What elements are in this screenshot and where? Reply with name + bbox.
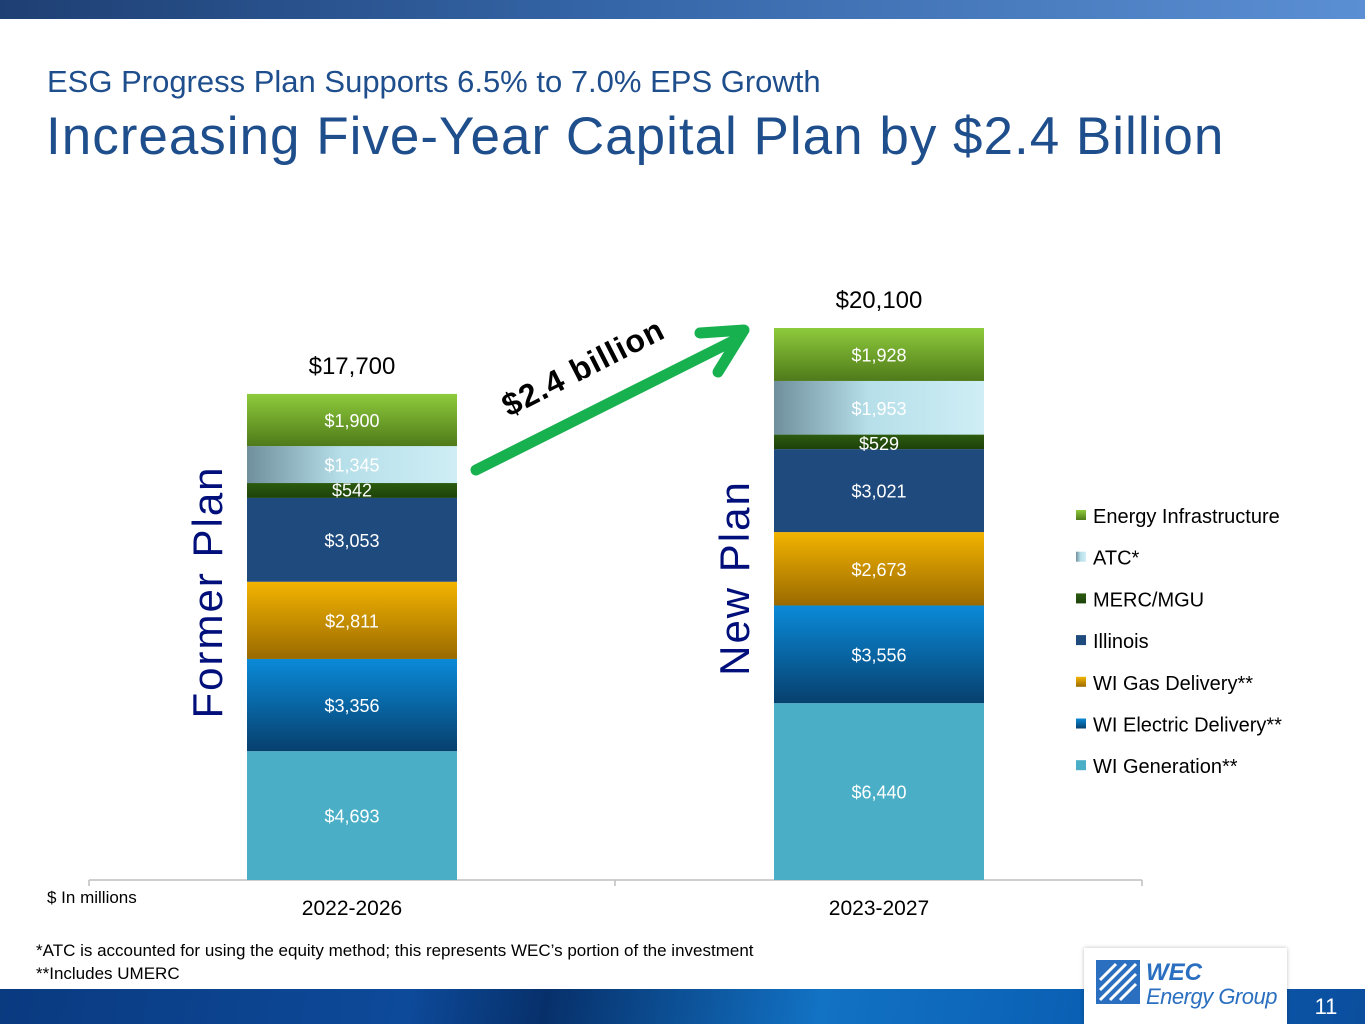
- data-label: $3,021: [851, 482, 906, 502]
- bar-segment: [247, 446, 457, 484]
- legend-label: ATC*: [1093, 548, 1140, 570]
- bar-segment: [774, 380, 984, 435]
- data-label: $542: [332, 480, 372, 500]
- logo-text-wec: WEC: [1146, 959, 1202, 986]
- data-label: $3,556: [851, 645, 906, 665]
- data-label: $4,693: [324, 807, 379, 827]
- data-label: $529: [859, 434, 899, 454]
- legend-swatch: [1076, 760, 1086, 771]
- wec-logo-mark-icon: [1096, 960, 1140, 1004]
- x-tick-label: 2023-2027: [829, 897, 929, 920]
- bar-segment: [774, 532, 984, 606]
- data-label: $6,440: [851, 783, 906, 803]
- bar-segment: [774, 703, 984, 880]
- legend-label: Energy Infrastructure: [1093, 506, 1280, 528]
- footnote-umerc: **Includes UMERC: [36, 964, 180, 983]
- footnotes: *ATC is accounted for using the equity m…: [36, 939, 754, 985]
- legend-swatch: [1076, 551, 1086, 562]
- data-label: $1,953: [851, 399, 906, 419]
- total-label: $17,700: [309, 353, 396, 380]
- data-label: $1,900: [324, 411, 379, 431]
- wec-logo: WEC Energy Group: [1084, 948, 1287, 1024]
- bar-segment: [247, 483, 457, 498]
- data-label: $3,053: [324, 531, 379, 551]
- plan-side-label: Former Plan: [184, 465, 231, 718]
- legend-label: MERC/MGU: [1093, 589, 1204, 611]
- bar-segment: [247, 751, 457, 880]
- bar-segment: [247, 581, 457, 659]
- slide-title: Increasing Five-Year Capital Plan by $2.…: [46, 107, 1225, 166]
- legend-swatch: [1076, 593, 1086, 604]
- footnote-atc: *ATC is accounted for using the equity m…: [36, 941, 754, 960]
- x-tick-label: 2022-2026: [302, 897, 402, 920]
- units-note: $ In millions: [47, 888, 137, 907]
- data-label: $1,928: [851, 345, 906, 365]
- bar-segment: [774, 605, 984, 704]
- legend-swatch: [1076, 510, 1086, 520]
- growth-annotation: $2.4 billion: [496, 311, 670, 424]
- legend-swatch: [1076, 635, 1086, 646]
- legend-label: Illinois: [1093, 631, 1149, 653]
- growth-arrow-icon: [470, 334, 741, 476]
- data-label: $3,356: [324, 696, 379, 716]
- legend-label: WI Gas Delivery**: [1093, 673, 1253, 695]
- total-label: $20,100: [836, 287, 923, 314]
- bar-segment: [774, 434, 984, 450]
- bar-segment: [247, 393, 457, 447]
- legend-label: WI Electric Delivery**: [1093, 715, 1282, 737]
- legend-swatch: [1076, 676, 1086, 687]
- page-number: 11: [1314, 994, 1338, 1019]
- slide-subtitle: ESG Progress Plan Supports 6.5% to 7.0% …: [47, 64, 821, 99]
- legend-label: WI Generation**: [1093, 756, 1238, 778]
- bar-segment: [774, 328, 984, 381]
- data-label: $1,345: [324, 456, 379, 476]
- data-label: $2,673: [851, 560, 906, 580]
- plan-side-label: New Plan: [711, 480, 758, 676]
- bar-segment: [774, 449, 984, 533]
- logo-text-energy-group: Energy Group: [1146, 984, 1277, 1009]
- bar-segment: [247, 658, 457, 752]
- bar-segment: [247, 497, 457, 582]
- growth-arrowhead-icon: [694, 324, 750, 378]
- top-accent-bar: [0, 0, 1365, 19]
- legend-swatch: [1076, 718, 1086, 729]
- data-label: $2,811: [325, 611, 379, 631]
